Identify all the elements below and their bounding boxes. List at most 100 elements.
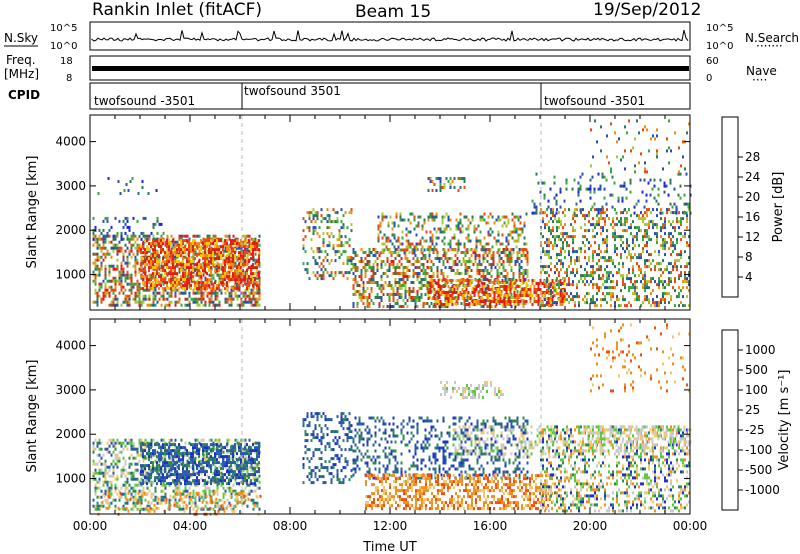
power-colorbar-tick-label: 4 xyxy=(745,270,753,284)
power-cell xyxy=(144,234,147,238)
power-cell xyxy=(102,291,105,295)
power-cell xyxy=(104,246,107,250)
power-cell xyxy=(688,235,690,239)
power-cell xyxy=(228,251,230,255)
power-cell xyxy=(148,303,151,307)
power-cell xyxy=(470,260,473,263)
power-cell xyxy=(429,230,432,234)
power-cell xyxy=(194,249,197,253)
power-cell xyxy=(452,260,455,263)
power-cell xyxy=(624,223,626,227)
power-cell xyxy=(430,275,433,278)
power-cell xyxy=(382,287,385,290)
power-cell xyxy=(108,273,111,277)
power-cell xyxy=(684,167,686,171)
power-cell xyxy=(685,202,688,206)
power-cell xyxy=(386,260,389,263)
power-cell xyxy=(250,288,253,292)
power-cell xyxy=(616,253,618,257)
power-cell xyxy=(314,220,317,224)
power-cell xyxy=(415,245,418,249)
power-cell xyxy=(608,161,610,165)
power-cell xyxy=(162,294,165,298)
power-cell xyxy=(600,217,602,221)
power-cell xyxy=(316,232,319,236)
velocity-cell xyxy=(140,492,143,496)
power-cell xyxy=(587,187,590,191)
power-cell xyxy=(120,234,123,238)
power-cell xyxy=(660,301,662,305)
velocity-cell xyxy=(136,483,139,487)
power-cell xyxy=(632,265,634,269)
power-cell xyxy=(499,285,502,288)
power-cell xyxy=(588,211,590,215)
power-cell xyxy=(456,287,459,290)
power-cell xyxy=(216,249,219,253)
power-cell xyxy=(656,295,658,299)
power-cell xyxy=(254,261,257,265)
power-cell xyxy=(612,259,614,263)
power-cell xyxy=(650,253,652,257)
power-cell xyxy=(600,298,602,302)
power-cell xyxy=(320,214,323,218)
power-cell xyxy=(662,167,664,171)
power-cell xyxy=(670,277,672,281)
power-cell xyxy=(156,300,159,304)
power-cell xyxy=(548,250,550,254)
power-cell xyxy=(238,266,240,270)
power-cell xyxy=(226,287,228,291)
power-cell xyxy=(395,212,398,216)
power-cell xyxy=(412,269,415,272)
power-cell xyxy=(605,202,608,206)
power-cell xyxy=(630,214,632,218)
velocity-cell xyxy=(130,477,133,481)
power-cell xyxy=(248,260,250,264)
power-cell xyxy=(622,235,624,239)
power-cell xyxy=(397,239,400,243)
nave-tick-top: 60 xyxy=(706,56,719,67)
power-cell xyxy=(682,217,684,221)
power-cell xyxy=(206,291,209,295)
power-cell xyxy=(473,300,476,303)
power-cell xyxy=(420,287,423,290)
power-cell xyxy=(523,291,526,294)
power-colorbar-tick-label: 16 xyxy=(745,210,760,224)
power-cell xyxy=(158,272,160,276)
power-cell xyxy=(491,288,494,291)
power-cell xyxy=(180,269,182,273)
power-cell xyxy=(246,272,248,276)
power-cell xyxy=(230,297,233,301)
power-cell xyxy=(432,248,435,251)
power-cell xyxy=(552,244,554,248)
power-cell xyxy=(160,222,163,226)
power-cell xyxy=(497,282,500,285)
power-cell xyxy=(414,254,417,257)
power-cell xyxy=(596,304,598,308)
power-cell xyxy=(646,250,648,254)
power-cell xyxy=(584,223,586,227)
power-cell xyxy=(577,181,580,185)
power-cell xyxy=(198,242,200,246)
power-cell xyxy=(401,248,404,252)
power-cell xyxy=(110,246,113,250)
power-cell xyxy=(100,285,103,289)
power-cell xyxy=(182,239,184,243)
power-cell xyxy=(618,304,620,308)
power-cell xyxy=(592,223,594,227)
power-cell xyxy=(138,234,141,238)
power-cell xyxy=(453,285,456,288)
power-cell xyxy=(236,297,239,301)
power-cell xyxy=(477,294,480,297)
velocity-cell xyxy=(106,450,109,454)
power-cell xyxy=(118,276,121,280)
power-cell xyxy=(224,297,227,301)
power-cell xyxy=(484,248,487,251)
power-cell xyxy=(399,248,402,252)
power-cell xyxy=(644,295,646,299)
power-cell xyxy=(250,297,253,301)
power-cell xyxy=(389,239,392,243)
power-cell xyxy=(310,211,313,215)
power-cell xyxy=(322,232,325,236)
power-cell xyxy=(588,229,590,233)
